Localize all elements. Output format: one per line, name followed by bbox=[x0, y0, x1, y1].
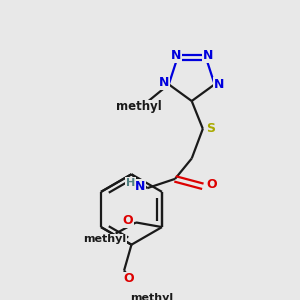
Text: methyl: methyl bbox=[83, 234, 126, 244]
Text: O: O bbox=[207, 178, 218, 191]
Text: N: N bbox=[159, 76, 169, 89]
Text: H: H bbox=[126, 178, 135, 188]
Text: N: N bbox=[202, 49, 213, 62]
Text: methyl: methyl bbox=[130, 293, 173, 300]
Text: O: O bbox=[122, 214, 133, 227]
Text: O: O bbox=[123, 272, 134, 286]
Text: methyl: methyl bbox=[116, 100, 162, 113]
Text: N: N bbox=[214, 78, 224, 91]
Text: N: N bbox=[170, 49, 181, 62]
Text: N: N bbox=[135, 180, 145, 193]
Text: S: S bbox=[206, 122, 215, 135]
